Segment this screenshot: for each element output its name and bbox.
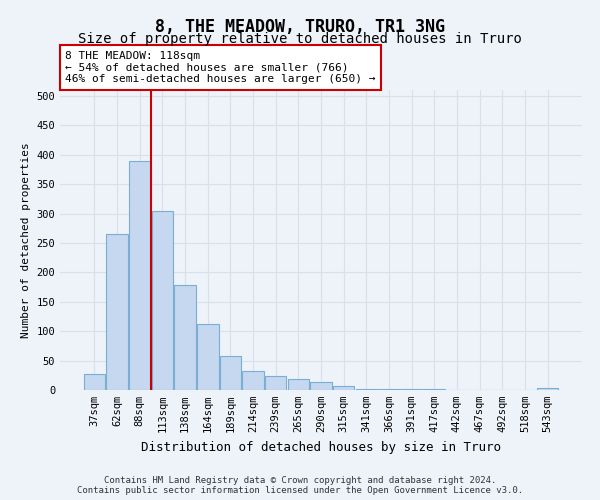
Bar bbox=[175, 286, 196, 390]
Bar bbox=[265, 376, 286, 390]
Y-axis label: Number of detached properties: Number of detached properties bbox=[21, 142, 31, 338]
Bar bbox=[333, 386, 355, 390]
Bar bbox=[152, 210, 173, 390]
X-axis label: Distribution of detached houses by size in Truro: Distribution of detached houses by size … bbox=[141, 440, 501, 454]
Text: 8 THE MEADOW: 118sqm
← 54% of detached houses are smaller (766)
46% of semi-deta: 8 THE MEADOW: 118sqm ← 54% of detached h… bbox=[65, 51, 376, 84]
Bar bbox=[106, 234, 128, 390]
Bar bbox=[242, 371, 264, 390]
Bar bbox=[84, 374, 105, 390]
Text: Size of property relative to detached houses in Truro: Size of property relative to detached ho… bbox=[78, 32, 522, 46]
Bar bbox=[356, 389, 377, 390]
Bar bbox=[220, 356, 241, 390]
Bar bbox=[310, 382, 332, 390]
Bar bbox=[537, 388, 558, 390]
Text: Contains HM Land Registry data © Crown copyright and database right 2024.
Contai: Contains HM Land Registry data © Crown c… bbox=[77, 476, 523, 495]
Bar bbox=[129, 160, 151, 390]
Bar bbox=[287, 380, 309, 390]
Bar bbox=[197, 324, 218, 390]
Text: 8, THE MEADOW, TRURO, TR1 3NG: 8, THE MEADOW, TRURO, TR1 3NG bbox=[155, 18, 445, 36]
